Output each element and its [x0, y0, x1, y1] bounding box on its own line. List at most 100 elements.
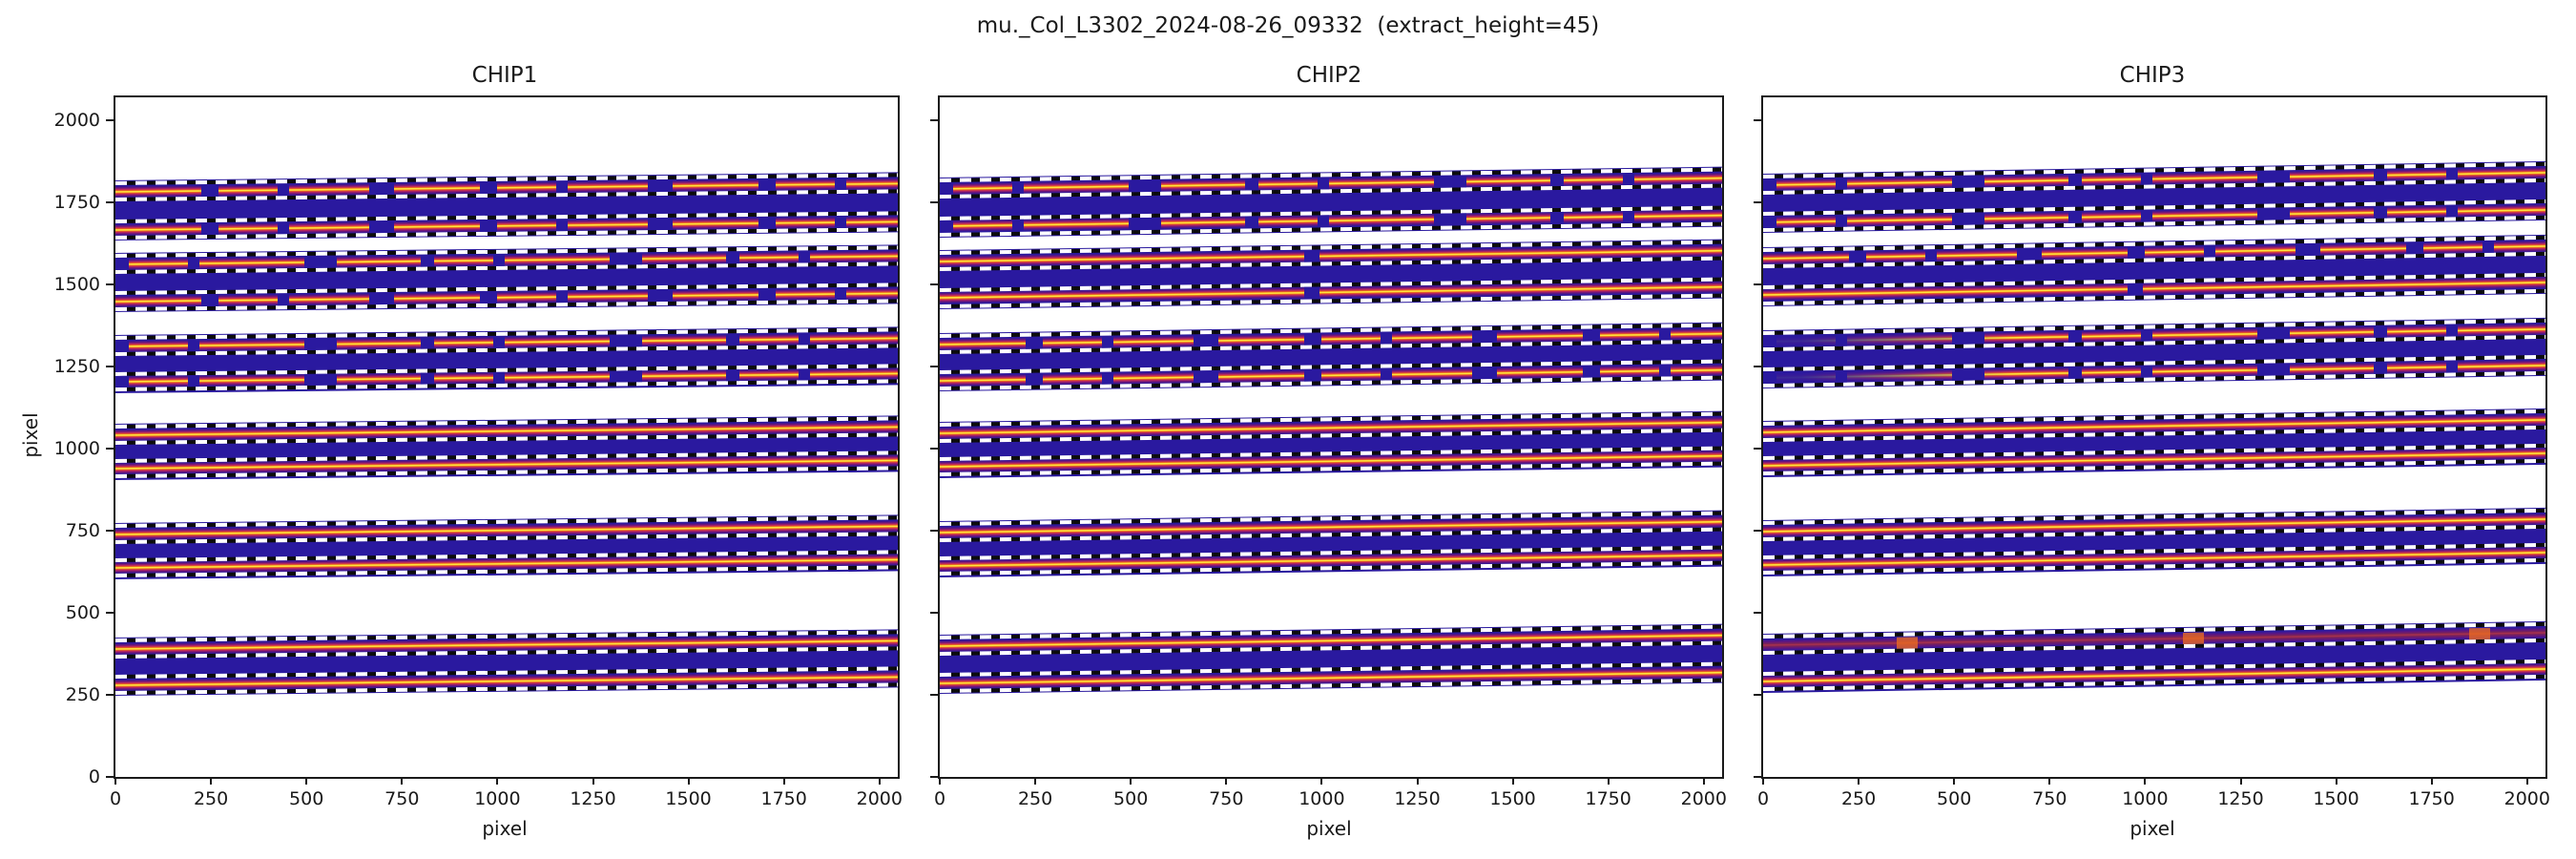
x-axis-tick [210, 777, 213, 785]
y-axis-tick [930, 366, 938, 367]
x-axis-tick [1511, 777, 1514, 785]
y-axis-tick [1754, 776, 1761, 778]
x-tick-label: 1000 [2122, 788, 2169, 809]
x-axis-tick [401, 777, 404, 785]
x-axis-tick [2144, 777, 2147, 785]
x-axis-tick [2525, 777, 2528, 785]
y-axis-tick [106, 283, 114, 286]
x-tick-label: 0 [109, 788, 122, 809]
x-axis-tick [782, 777, 785, 785]
y-axis-tick [1754, 612, 1761, 614]
y-axis-tick [106, 366, 114, 367]
y-axis-tick [1754, 119, 1761, 122]
y-axis-tick [106, 448, 114, 450]
x-tick-label: 750 [1209, 788, 1244, 809]
order-band [115, 326, 898, 393]
order-band [1763, 317, 2545, 388]
y-axis-tick [930, 776, 938, 778]
y-axis-label: pixel [19, 412, 42, 458]
x-tick-label: 1500 [2313, 788, 2359, 809]
chip3-plot-area [1761, 95, 2547, 779]
x-axis-tick [496, 777, 499, 785]
order-band [940, 623, 1722, 694]
chip2-x-axis-label: pixel [1306, 817, 1352, 840]
order-band [1763, 234, 2545, 306]
x-axis-tick [1320, 777, 1323, 785]
x-tick-label: 750 [2032, 788, 2067, 809]
y-axis-tick [106, 530, 114, 532]
x-axis-tick [2430, 777, 2433, 785]
x-tick-label: 1750 [760, 788, 807, 809]
x-axis-tick [939, 777, 941, 785]
y-tick-label: 1500 [53, 274, 100, 296]
order-band [940, 166, 1722, 238]
x-tick-label: 750 [384, 788, 420, 809]
y-axis-tick [1754, 694, 1761, 696]
order-band [1763, 620, 2545, 693]
y-tick-label: 2000 [53, 110, 100, 132]
y-tick-label: 500 [65, 602, 100, 623]
y-axis-tick [930, 530, 938, 532]
x-axis-tick [1225, 777, 1228, 785]
order-band [115, 172, 898, 241]
x-tick-label: 1250 [570, 788, 616, 809]
y-tick-label: 1750 [53, 192, 100, 214]
y-axis-tick [930, 119, 938, 122]
y-axis-tick [1754, 366, 1761, 367]
y-axis-tick [930, 694, 938, 696]
x-axis-tick [305, 777, 308, 785]
x-axis-tick [687, 777, 690, 785]
x-axis-tick [2335, 777, 2337, 785]
order-band [940, 410, 1722, 478]
x-tick-label: 500 [1937, 788, 1972, 809]
y-tick-label: 750 [65, 520, 100, 541]
x-tick-label: 500 [1113, 788, 1149, 809]
x-tick-label: 1500 [665, 788, 712, 809]
figure-title: mu._Col_L3302_2024-08-26_09332 (extract_… [976, 13, 1600, 38]
x-tick-label: 1750 [1585, 788, 1631, 809]
x-tick-label: 250 [193, 788, 229, 809]
chip2-title: CHIP2 [1296, 63, 1362, 88]
y-axis-tick [1754, 201, 1761, 204]
x-tick-label: 2000 [2503, 788, 2550, 809]
x-tick-label: 1750 [2408, 788, 2455, 809]
order-band [115, 514, 898, 579]
x-tick-label: 1000 [474, 788, 521, 809]
y-axis-tick [106, 612, 114, 614]
order-band [1763, 507, 2545, 576]
y-axis-tick [106, 776, 114, 778]
x-tick-label: 1250 [2217, 788, 2264, 809]
chip1-title: CHIP1 [471, 63, 538, 88]
x-tick-label: 250 [1017, 788, 1053, 809]
chip3-x-axis-label: pixel [2129, 817, 2175, 840]
y-axis-tick [106, 694, 114, 696]
y-tick-label: 0 [88, 766, 100, 787]
chip1-x-axis-label: pixel [482, 817, 528, 840]
y-axis-tick [1754, 283, 1761, 286]
order-band [940, 239, 1722, 310]
x-axis-tick [1130, 777, 1132, 785]
x-axis-tick [1858, 777, 1860, 785]
x-tick-label: 1250 [1394, 788, 1441, 809]
x-axis-tick [1416, 777, 1419, 785]
order-band [1763, 161, 2545, 234]
order-band [940, 510, 1722, 577]
x-tick-label: 250 [1840, 788, 1877, 809]
chip2-plot-area [938, 95, 1724, 779]
order-band [1763, 408, 2545, 476]
x-tick-label: 500 [289, 788, 324, 809]
order-band [115, 244, 898, 312]
x-axis-tick [1034, 777, 1037, 785]
order-band [115, 628, 898, 696]
order-band [115, 414, 898, 480]
chip3-title: CHIP3 [2119, 63, 2186, 88]
y-axis-tick [930, 612, 938, 614]
x-axis-tick [2239, 777, 2242, 785]
x-axis-tick [1953, 777, 1956, 785]
y-axis-tick [1754, 530, 1761, 532]
x-axis-tick [1762, 777, 1764, 785]
x-axis-tick [114, 777, 116, 785]
x-axis-tick [2048, 777, 2051, 785]
x-tick-label: 0 [1756, 788, 1770, 809]
